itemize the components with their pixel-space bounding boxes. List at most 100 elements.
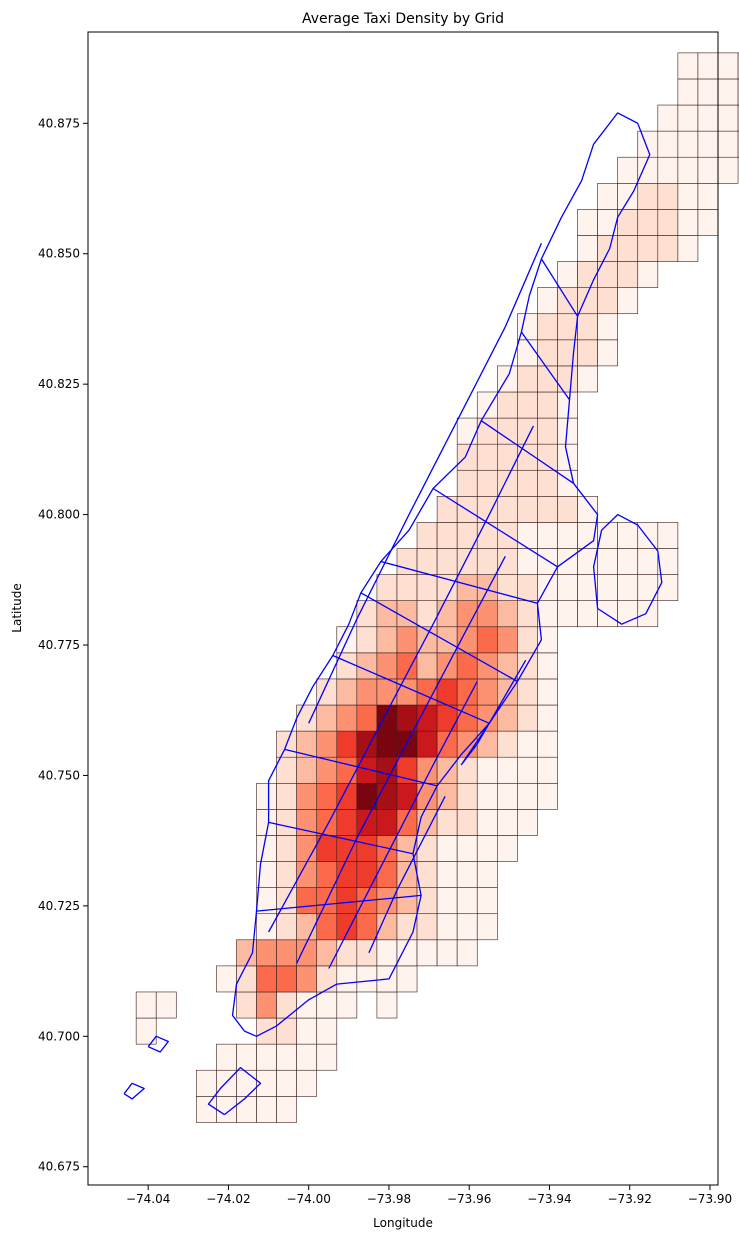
boundary-line	[268, 821, 414, 855]
grid-cell	[296, 991, 318, 1019]
grid-cell	[276, 965, 297, 993]
grid-cell	[376, 730, 398, 758]
grid-cell	[396, 782, 418, 810]
grid-cell	[396, 574, 418, 601]
grid-cell	[577, 600, 598, 628]
grid-cell	[537, 417, 558, 445]
grid-cell	[496, 548, 518, 575]
grid-cell	[436, 809, 458, 836]
grid-cell	[597, 313, 618, 341]
y-tick-label: 40.875	[38, 116, 80, 130]
grid-cell	[697, 78, 719, 106]
chart-title: Average Taxi Density by Grid	[302, 11, 504, 27]
grid-cell	[476, 756, 498, 784]
grid-cell	[456, 835, 478, 862]
grid-cell	[637, 156, 659, 184]
grid-cell	[336, 939, 358, 967]
grid-cell	[677, 130, 699, 158]
grid-cell	[677, 209, 699, 236]
grid-cell	[256, 965, 277, 993]
grid-cell	[416, 756, 438, 784]
grid-cell	[336, 913, 358, 941]
grid-cell	[537, 313, 558, 341]
y-tick-label: 40.825	[38, 377, 80, 391]
grid-cell	[456, 600, 478, 628]
grid-cell	[476, 730, 498, 758]
grid-cell	[657, 235, 679, 262]
grid-cell	[456, 730, 478, 758]
grid-cell	[677, 104, 699, 132]
grid-cell	[336, 704, 358, 732]
grid-cell	[697, 130, 719, 158]
grid-cell	[657, 183, 679, 210]
grid-cell	[436, 913, 458, 941]
grid-cell	[537, 782, 558, 810]
grid-cell	[356, 939, 378, 967]
grid-cell	[296, 887, 318, 915]
grid-cell	[476, 782, 498, 810]
grid-cell	[537, 469, 558, 497]
grid-cell	[517, 496, 538, 523]
grid-cell	[436, 861, 458, 888]
grid-cell	[617, 522, 639, 549]
grid-cell	[376, 678, 398, 706]
boundary-line	[592, 513, 663, 625]
boundary-line	[123, 1082, 145, 1100]
grid-cell	[316, 704, 338, 732]
grid-cell	[356, 704, 378, 732]
grid-cell	[376, 782, 398, 810]
grid-cell	[256, 835, 277, 862]
grid-cell	[517, 730, 538, 758]
grid-cell	[436, 522, 458, 549]
grid-cell	[456, 443, 478, 471]
grid-cell	[476, 391, 498, 419]
grid-cell	[336, 887, 358, 915]
grid-cell	[256, 1043, 277, 1071]
y-tick-label: 40.700	[38, 1029, 80, 1043]
grid-cell	[697, 183, 719, 210]
grid-cell	[135, 991, 157, 1019]
grid-cell	[557, 574, 578, 601]
grid-cell	[617, 156, 639, 184]
grid-cell	[336, 991, 358, 1019]
x-tick-label: −74.04	[126, 1192, 170, 1206]
y-axis-ticks: 40.675 40.700 40.725 40.750 40.775 40.800 40.8…	[38, 116, 88, 1174]
grid-cell	[677, 78, 699, 106]
grid-cell	[456, 887, 478, 915]
grid-cell	[356, 626, 378, 654]
grid-cell	[236, 991, 257, 1019]
grid-cell	[657, 156, 679, 184]
grid-cell	[236, 1096, 257, 1123]
grid-cell	[637, 548, 659, 575]
grid-cell	[276, 887, 297, 915]
grid-cell	[677, 156, 699, 184]
grid-cell	[356, 652, 378, 680]
grid-cell	[256, 913, 277, 941]
grid-cell	[396, 730, 418, 758]
grid-cell	[537, 522, 558, 549]
grid-cell	[657, 522, 679, 549]
boundary-line	[284, 748, 438, 787]
x-axis-ticks: −74.04 −74.02 −74.00 −73.98 −73.96 −73.94 −73.…	[126, 1185, 732, 1206]
y-tick-label: 40.750	[38, 768, 80, 782]
grid-cell	[436, 730, 458, 758]
grid-cell	[316, 965, 338, 993]
grid-cell	[256, 1096, 277, 1123]
grid-cell	[336, 756, 358, 784]
grid-cell	[637, 261, 659, 288]
grid-cell	[276, 939, 297, 967]
grid-cell	[537, 652, 558, 680]
grid-cell	[316, 730, 338, 758]
grid-cell	[476, 913, 498, 941]
grid-cell	[396, 809, 418, 836]
grid-cell	[717, 52, 739, 80]
grid-cell	[517, 339, 538, 367]
x-tick-label: −74.02	[206, 1192, 250, 1206]
grid-cell	[216, 1043, 237, 1071]
grid-cell	[436, 548, 458, 575]
x-tick-label: −74.00	[286, 1192, 330, 1206]
grid-cell	[517, 652, 538, 680]
grid-cell	[436, 496, 458, 523]
grid-cell	[496, 704, 518, 732]
grid-cell	[496, 626, 518, 654]
